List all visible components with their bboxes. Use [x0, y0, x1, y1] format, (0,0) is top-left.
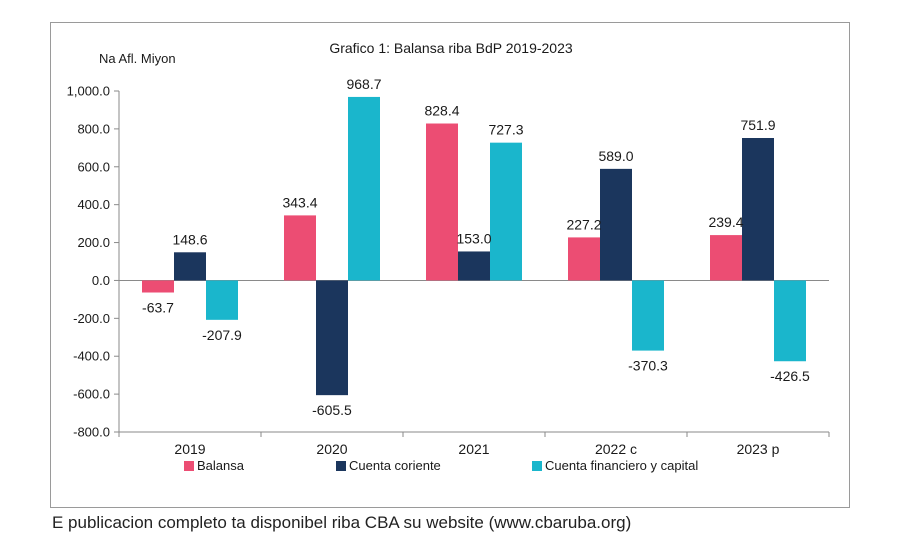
data-label: -63.7 — [142, 300, 174, 316]
data-label: 148.6 — [172, 231, 207, 247]
y-tick-label: 600.0 — [77, 159, 110, 174]
y-tick-label: -200.0 — [73, 311, 110, 326]
y-tick-label: -800.0 — [73, 425, 110, 440]
data-label: 239.4 — [708, 214, 743, 230]
bar-balansa — [284, 215, 316, 281]
legend-label: Cuenta coriente — [349, 458, 441, 473]
legend-label: Balansa — [197, 458, 245, 473]
data-label: 343.4 — [282, 194, 317, 210]
legend-swatch — [336, 461, 346, 471]
bar-cuenta-financiero-y-capital — [774, 280, 806, 362]
chart-frame: Grafico 1: Balansa riba BdP 2019-2023 Na… — [50, 22, 850, 508]
data-label: 968.7 — [346, 76, 381, 92]
data-label: 153.0 — [456, 230, 491, 246]
data-label: 727.3 — [488, 122, 523, 138]
y-axis-label: Na Afl. Miyon — [99, 51, 176, 66]
legend-swatch — [184, 461, 194, 471]
legend-label: Cuenta financiero y capital — [545, 458, 698, 473]
bar-cuenta-financiero-y-capital — [490, 142, 522, 281]
y-tick-label: 800.0 — [77, 121, 110, 136]
data-label: 589.0 — [598, 148, 633, 164]
bar-chart: Grafico 1: Balansa riba BdP 2019-2023 Na… — [67, 40, 830, 473]
bar-cuenta-coriente — [458, 251, 490, 281]
bar-balansa — [568, 237, 600, 281]
footer-note: E publicacion completo ta disponibel rib… — [52, 513, 632, 532]
bar-cuenta-coriente — [174, 252, 206, 281]
bar-cuenta-financiero-y-capital — [632, 280, 664, 351]
x-tick-label: 2023 p — [737, 441, 780, 457]
y-tick-label: 400.0 — [77, 197, 110, 212]
data-label: -370.3 — [628, 358, 668, 374]
y-tick-label: 1,000.0 — [67, 84, 110, 99]
bar-cuenta-coriente — [742, 138, 774, 281]
bar-balansa — [426, 123, 458, 281]
data-label: 828.4 — [424, 103, 459, 119]
chart-title: Grafico 1: Balansa riba BdP 2019-2023 — [329, 40, 573, 56]
x-tick-label: 2019 — [174, 441, 205, 457]
x-tick-label: 2021 — [458, 441, 489, 457]
legend-swatch — [532, 461, 542, 471]
bars-layer — [142, 96, 806, 396]
y-tick-label: 0.0 — [92, 273, 110, 288]
bar-balansa — [710, 235, 742, 281]
y-tick-label: -600.0 — [73, 387, 110, 402]
bar-cuenta-coriente — [316, 280, 348, 396]
data-label: -207.9 — [202, 327, 242, 343]
bar-balansa — [142, 280, 174, 293]
legend: Balansa Cuenta coriente Cuenta financiero … — [184, 458, 698, 473]
data-label: 751.9 — [740, 117, 775, 133]
bar-cuenta-financiero-y-capital — [206, 280, 238, 320]
bar-cuenta-financiero-y-capital — [348, 96, 380, 281]
x-tick-label: 2022 c — [595, 441, 637, 457]
y-tick-label: -400.0 — [73, 349, 110, 364]
data-label: 227.2 — [566, 216, 601, 232]
y-tick-label: 200.0 — [77, 235, 110, 250]
bar-cuenta-coriente — [600, 168, 632, 281]
data-labels-layer: -63.7 343.4 828.4 227.2 239.4 148.6 -605.5 153.… — [142, 76, 810, 418]
axes-layer: 1,000.0 800.0 600.0 400.0 200.0 0.0 -200.0 -400… — [67, 84, 830, 457]
x-tick-label: 2020 — [316, 441, 347, 457]
data-label: -605.5 — [312, 402, 352, 418]
data-label: -426.5 — [770, 368, 810, 384]
